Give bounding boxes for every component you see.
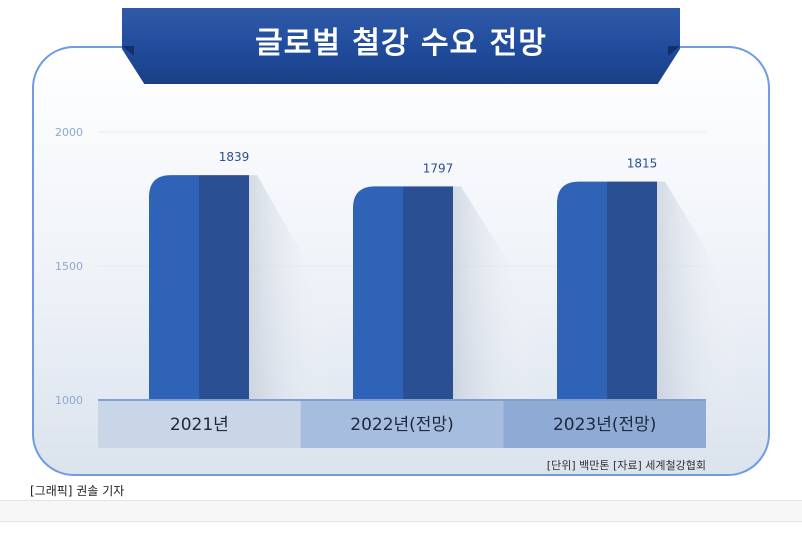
title-banner (122, 8, 680, 84)
bar-right-face (199, 175, 249, 400)
bar-right-face (403, 186, 453, 400)
banner-fold-right (668, 46, 680, 56)
bar-value-label: 1815 (627, 157, 658, 171)
bar-shadow (657, 181, 742, 400)
y-tick-label: 1000 (55, 394, 83, 407)
source-note: [단위] 백만톤 [자료] 세계철강협회 (546, 459, 706, 472)
bar-shadow (453, 186, 538, 400)
bar-value-label: 1797 (423, 161, 454, 175)
category-label: 2021년 (170, 415, 229, 435)
bar-right-face (607, 181, 657, 400)
bar-left-face (149, 175, 199, 400)
y-tick-label: 2000 (55, 126, 83, 139)
category-band-segment (503, 400, 706, 448)
graphic-credit: [그래픽] 권솔 기자 (30, 484, 125, 498)
category-label: 2023년(전망) (553, 415, 656, 435)
chart-title: 글로벌 철강 수요 전망 (255, 26, 547, 61)
bar-value-label: 1839 (219, 150, 250, 164)
bar-left-face (557, 181, 607, 400)
banner-fold-left (122, 46, 134, 56)
category-band-segment (98, 400, 301, 448)
bar-left-face (353, 186, 403, 400)
category-band-segment (300, 400, 504, 448)
bottom-bar (0, 500, 802, 522)
category-label: 2022년(전망) (350, 415, 453, 435)
y-tick-label: 1500 (55, 260, 83, 273)
bar-shadow (249, 175, 334, 400)
